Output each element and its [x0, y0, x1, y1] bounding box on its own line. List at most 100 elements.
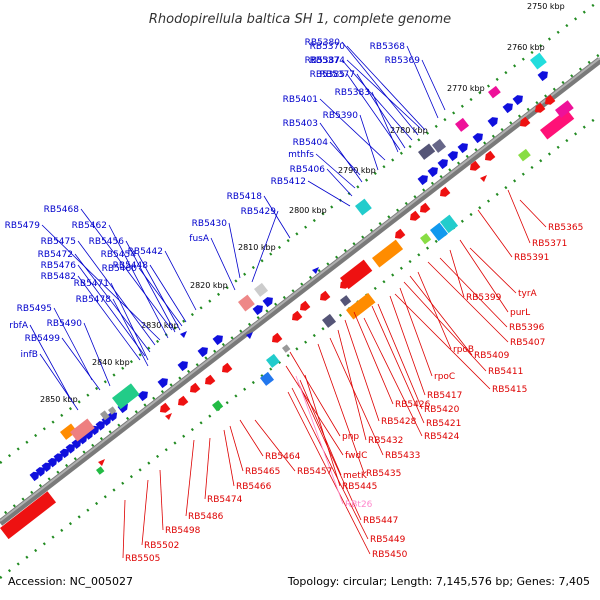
leader-line [406, 45, 439, 119]
gene-label: RB5475 [41, 237, 76, 247]
gene-label: RB5417 [427, 391, 462, 401]
reverse-gene-block [0, 491, 57, 540]
gene-label: RB5404 [293, 138, 329, 148]
gene-label: RB5479 [5, 221, 41, 231]
forward-gene-arrow [47, 457, 58, 468]
gene-label: purL [510, 308, 530, 318]
forward-gene-arrow [107, 411, 118, 422]
reverse-gene-arrow [440, 186, 451, 197]
scale-mark-label: 2780 kbp [390, 126, 428, 135]
leader-line [228, 222, 241, 279]
leader-line [427, 261, 509, 343]
gene-block [346, 292, 376, 320]
leader-line [122, 499, 126, 559]
scale-mark-label: 2850 kbp [40, 395, 78, 404]
gene-label: RB5418 [227, 192, 263, 202]
reverse-gene-arrow [178, 395, 189, 406]
leader-line [363, 317, 423, 437]
leader-line [371, 305, 425, 424]
leader-line [389, 295, 426, 396]
reverse-gene-arrow [535, 102, 546, 113]
forward-gene-arrow [252, 305, 263, 316]
scale-mark-label: 2800 kbp [289, 206, 327, 215]
leader-line [377, 303, 423, 410]
forward-gene-arrow [95, 421, 106, 431]
backbone-highlight [0, 57, 600, 522]
gene-label: RB5391 [514, 253, 549, 263]
gene-label: RB5433 [385, 451, 420, 461]
reverse-gene-arrow [205, 374, 216, 385]
small-gene-marker [312, 267, 319, 274]
leader-line [108, 224, 169, 339]
leader-line [317, 343, 365, 474]
gene-label: RB5371 [532, 239, 567, 249]
scale-mark-label: 2810 kbp [238, 243, 276, 252]
gene-block [420, 233, 432, 245]
gene-block [455, 117, 470, 132]
leader-line [112, 298, 149, 367]
leader-line [185, 439, 195, 517]
gene-label: RB5432 [368, 436, 403, 446]
leader-line [319, 98, 386, 161]
leader-line [83, 322, 111, 387]
gene-label: RB5505 [125, 554, 160, 564]
leader-line [337, 329, 367, 441]
leader-line [137, 253, 181, 331]
gene-block [555, 100, 574, 118]
gene-label: RB5447 [363, 516, 398, 526]
gene-label: RB5385 [310, 70, 345, 80]
leader-line [164, 250, 197, 311]
reverse-gene-arrow [272, 332, 283, 343]
gene-label: fwdC [345, 451, 367, 461]
leader-line [329, 337, 384, 456]
gene-label: RB5482 [41, 272, 76, 282]
leader-line [77, 240, 156, 346]
leader-line [304, 374, 341, 487]
gene-label: RB5435 [366, 469, 401, 479]
gene-label: RB5495 [17, 304, 52, 314]
reverse-gene-arrow [410, 210, 421, 221]
gene-block [429, 222, 449, 242]
gene-block [212, 400, 224, 412]
gene-label: RB5476 [41, 261, 77, 271]
gene-label: RB5457 [297, 467, 332, 477]
leader-line [223, 429, 235, 487]
leader-line [285, 365, 344, 456]
gene-label: RB5421 [426, 419, 461, 429]
leader-line [239, 419, 264, 457]
gene-label: RB5411 [488, 367, 523, 377]
leader-line [263, 195, 291, 239]
leader-line [353, 311, 394, 405]
leader-line [141, 479, 149, 546]
gene-label: RB5502 [144, 541, 179, 551]
gene-label: RB5486 [188, 512, 224, 522]
forward-gene-arrow [137, 391, 148, 402]
forward-gene-arrow [35, 467, 46, 477]
forward-gene-arrow [502, 103, 513, 114]
gene-label: RB5390 [323, 111, 359, 121]
forward-gene-arrow [71, 439, 82, 449]
leader-line [346, 45, 426, 131]
gene-block [69, 418, 95, 442]
gene-block [355, 198, 372, 216]
gene-block [282, 344, 291, 353]
gene-label: RB5462 [72, 221, 107, 231]
reverse-gene-arrow [545, 94, 556, 105]
forward-gene-arrow [427, 167, 438, 178]
gene-label: RB5429 [241, 207, 277, 217]
small-gene-marker [98, 459, 105, 466]
scale-mark-label: 2820 kbp [190, 281, 228, 290]
gene-label: tyrA [518, 289, 538, 299]
gene-block [432, 138, 447, 153]
forward-gene-arrow [417, 175, 428, 186]
gene-block [59, 423, 78, 440]
gene-label: infB [20, 350, 38, 360]
leader-line [356, 73, 406, 149]
map-title: Rhodopirellula baltica SH 1, complete ge… [149, 12, 451, 27]
forward-gene-arrow [457, 143, 468, 154]
leader-line [459, 239, 509, 313]
leader-line [229, 425, 244, 472]
ruler-dotted-line [0, 53, 600, 519]
leader-line [394, 293, 491, 390]
reverse-gene-arrow [470, 160, 481, 171]
